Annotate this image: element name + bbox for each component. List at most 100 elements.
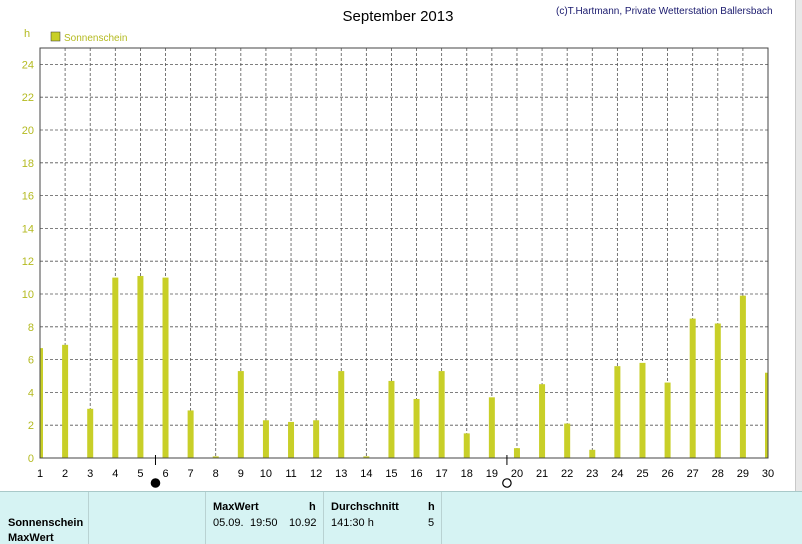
x-tick-label: 21: [536, 468, 548, 480]
max-time: 19:50: [250, 517, 278, 529]
avg-total: 141:30 h: [331, 517, 374, 529]
bar: [639, 362, 646, 458]
y-tick-label: 4: [28, 387, 34, 399]
x-tick-label: 11: [285, 468, 296, 480]
bar: [614, 366, 621, 458]
y-tick-label: 24: [22, 59, 34, 71]
bar: [288, 421, 295, 458]
statistics-panel: Sonnenschein MaxWert MaxWert h 05.09. 19…: [0, 491, 802, 544]
bar: [137, 275, 144, 458]
grid-lines: [40, 48, 768, 458]
copyright-text: (c)T.Hartmann, Private Wetterstation Bal…: [556, 6, 773, 17]
y-tick-label: 16: [22, 191, 34, 203]
avg-value: 5: [428, 517, 435, 529]
bar: [539, 384, 546, 458]
avg-unit: h: [428, 501, 435, 513]
x-tick-label: 9: [238, 468, 244, 480]
moon-phase-markers: [150, 455, 512, 488]
x-tick-label: 14: [360, 468, 372, 480]
bar: [388, 380, 395, 458]
y-tick-label: 18: [22, 158, 34, 170]
sunshine-chart: September 2013 (c)T.Hartmann, Private We…: [22, 6, 774, 488]
x-tick-label: 12: [310, 468, 322, 480]
bar: [488, 397, 495, 458]
x-tick-label: 8: [213, 468, 219, 480]
bar: [62, 344, 69, 458]
bar: [262, 420, 269, 458]
x-tick-label: 18: [461, 468, 473, 480]
x-tick-label: 16: [410, 468, 422, 480]
y-tick-label: 6: [28, 355, 34, 367]
x-tick-label: 30: [762, 468, 774, 480]
bars: [40, 275, 768, 458]
x-tick-label: 17: [436, 468, 448, 480]
legend-label: Sonnenschein: [64, 33, 127, 44]
max-value: 10.92: [289, 517, 317, 529]
x-tick-label: 26: [661, 468, 673, 480]
max-date: 05.09.: [213, 517, 244, 529]
bar: [40, 348, 43, 458]
bar: [338, 371, 345, 458]
x-tick-label: 13: [335, 468, 347, 480]
bar: [212, 456, 219, 458]
bar: [564, 423, 571, 458]
bar: [313, 420, 320, 458]
bar: [363, 456, 370, 458]
x-tick-label: 5: [137, 468, 143, 480]
panel-divider: [323, 492, 324, 544]
bar: [765, 372, 768, 458]
y-tick-label: 8: [28, 322, 34, 334]
plot-frame: [39, 47, 769, 459]
bar: [413, 398, 420, 458]
x-tick-label: 15: [385, 468, 397, 480]
x-tick-label: 6: [162, 468, 168, 480]
x-tick-label: 25: [636, 468, 648, 480]
new-moon-icon: [150, 478, 161, 488]
x-tick-label: 19: [486, 468, 498, 480]
x-tick-label: 7: [188, 468, 194, 480]
avg-header: Durchschnitt: [331, 501, 399, 513]
bar: [112, 277, 119, 458]
y-tick-label: 0: [28, 453, 34, 465]
row-label-sonnenschein: Sonnenschein: [8, 517, 84, 529]
max-unit: h: [309, 501, 316, 513]
legend-swatch: [50, 31, 61, 42]
bar: [187, 410, 194, 458]
x-tick-label: 1: [37, 468, 43, 480]
bar: [739, 295, 746, 458]
x-tick-label: 23: [586, 468, 598, 480]
y-tick-label: 12: [22, 256, 34, 268]
bar: [237, 371, 244, 458]
y-axis-unit: h: [24, 28, 30, 40]
x-tick-label: 20: [511, 468, 523, 480]
x-tick-label: 2: [62, 468, 68, 480]
bar: [714, 323, 721, 458]
x-tick-label: 28: [712, 468, 724, 480]
vertical-scrollbar[interactable]: [795, 0, 802, 491]
bar: [87, 408, 94, 458]
panel-divider: [88, 492, 89, 544]
bar: [589, 449, 596, 458]
bar: [438, 371, 445, 458]
bar: [463, 433, 470, 458]
x-tick-label: 3: [87, 468, 93, 480]
x-tick-label: 22: [561, 468, 573, 480]
full-moon-icon: [502, 478, 512, 488]
bar: [513, 448, 520, 458]
x-tick-labels: 1 2 3 4 5 6 7 8 9 10 11 12 13 14 15 16 17 18 19 20 21 22 23 24 2…: [37, 468, 774, 480]
y-tick-label: 10: [22, 289, 34, 301]
panel-divider: [205, 492, 206, 544]
x-tick-label: 29: [737, 468, 749, 480]
chart-title: September 2013: [343, 8, 454, 25]
bar: [162, 277, 169, 458]
x-tick-label: 4: [112, 468, 118, 480]
y-tick-label: 14: [22, 223, 34, 235]
y-tick-label: 22: [22, 92, 34, 104]
row-label-maxwert: MaxWert: [8, 532, 54, 544]
x-tick-label: 27: [687, 468, 699, 480]
x-tick-label: 24: [611, 468, 623, 480]
panel-divider: [441, 492, 442, 544]
max-header: MaxWert: [213, 501, 259, 513]
x-tick-label: 10: [260, 468, 272, 480]
